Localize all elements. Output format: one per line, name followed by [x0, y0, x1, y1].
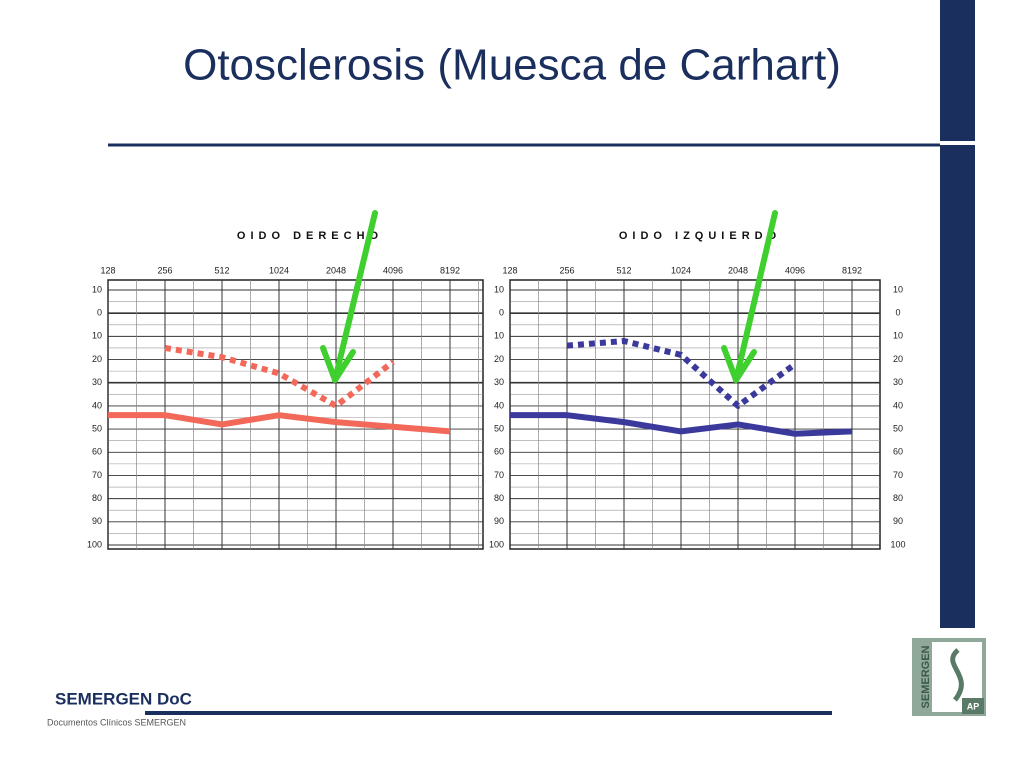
y-tick-label: 40 — [494, 400, 504, 410]
chart-title: OIDO IZQUIERDO — [619, 230, 781, 242]
series-line — [164, 344, 395, 409]
y-tick-label: 50 — [494, 423, 504, 433]
y-tick-label-right: 100 — [890, 539, 905, 549]
y-tick-label: 20 — [494, 354, 504, 364]
x-tick-label: 1024 — [269, 265, 289, 275]
y-tick-label-right: 50 — [893, 423, 903, 433]
x-tick-label: 512 — [214, 265, 229, 275]
x-tick-label: 8192 — [440, 265, 460, 275]
y-tick-label: 20 — [92, 354, 102, 364]
arrow-head — [320, 345, 356, 383]
y-tick-label: 90 — [494, 516, 504, 526]
y-tick-label: 0 — [97, 308, 102, 318]
y-tick-label: 70 — [494, 470, 504, 480]
arrow-shaft — [733, 210, 778, 383]
chart-title: OIDO DERECHO — [237, 230, 383, 242]
y-tick-label: 50 — [92, 423, 102, 433]
y-tick-label: 70 — [92, 470, 102, 480]
y-tick-label: 60 — [494, 447, 504, 457]
series-line — [108, 412, 451, 435]
y-tick-label: 40 — [92, 400, 102, 410]
y-tick-label-right: 10 — [893, 284, 903, 294]
logo-badge-bg — [962, 698, 984, 714]
logo-icon — [950, 648, 964, 702]
x-tick-label: 256 — [157, 265, 172, 275]
series-line — [510, 412, 853, 437]
y-tick-label: 0 — [499, 308, 504, 318]
y-tick-label: 60 — [92, 447, 102, 457]
series-line — [566, 338, 797, 409]
logo-text: SEMERGEN — [920, 645, 932, 708]
footer-brand: SEMERGEN DoC — [55, 689, 192, 708]
y-tick-label: 100 — [489, 539, 504, 549]
logo-badge: AP — [967, 701, 980, 711]
arrow-head — [721, 345, 757, 383]
y-tick-label: 10 — [494, 284, 504, 294]
y-tick-label: 10 — [92, 284, 102, 294]
y-tick-label: 100 — [87, 539, 102, 549]
y-tick-label: 80 — [494, 493, 504, 503]
y-tick-label-right: 60 — [893, 447, 903, 457]
y-tick-label: 30 — [92, 377, 102, 387]
y-tick-label-right: 80 — [893, 493, 903, 503]
y-tick-label-right: 10 — [893, 331, 903, 341]
x-tick-label: 512 — [616, 265, 631, 275]
slide-title: Otosclerosis (Muesca de Carhart) — [183, 41, 841, 90]
y-tick-label: 10 — [494, 331, 504, 341]
x-tick-label: 128 — [100, 265, 115, 275]
y-tick-label: 90 — [92, 516, 102, 526]
footer-sub: Documentos Clínicos SEMERGEN — [47, 717, 186, 727]
x-tick-label: 4096 — [383, 265, 403, 275]
y-tick-label-right: 0 — [895, 308, 900, 318]
x-tick-label: 8192 — [842, 265, 862, 275]
y-tick-label: 80 — [92, 493, 102, 503]
arrow-shaft — [332, 210, 378, 383]
y-tick-label-right: 70 — [893, 470, 903, 480]
y-tick-label-right: 30 — [893, 377, 903, 387]
x-tick-label: 2048 — [728, 265, 748, 275]
x-tick-label: 1024 — [671, 265, 691, 275]
y-tick-label-right: 40 — [893, 400, 903, 410]
y-tick-label-right: 90 — [893, 516, 903, 526]
x-tick-label: 256 — [559, 265, 574, 275]
y-tick-label: 30 — [494, 377, 504, 387]
x-tick-label: 2048 — [326, 265, 346, 275]
side-bar — [940, 0, 975, 628]
y-tick-label: 10 — [92, 331, 102, 341]
side-bar-gap — [940, 141, 975, 145]
y-tick-label-right: 20 — [893, 354, 903, 364]
x-tick-label: 128 — [502, 265, 517, 275]
x-tick-label: 4096 — [785, 265, 805, 275]
